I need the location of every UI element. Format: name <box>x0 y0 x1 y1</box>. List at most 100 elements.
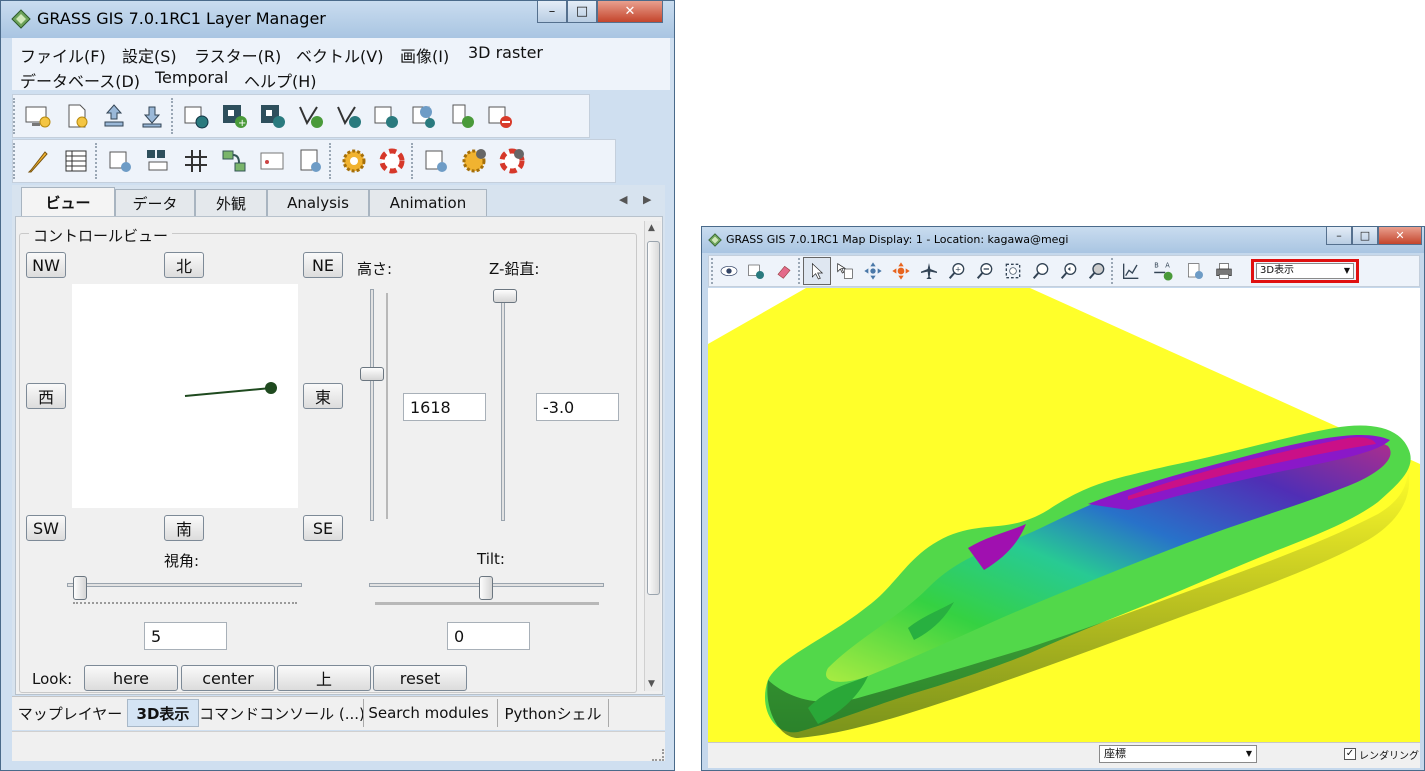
zoom-menu-icon[interactable] <box>1083 257 1111 285</box>
map-display-titlebar[interactable]: GRASS GIS 7.0.1RC1 Map Display: 1 - Loca… <box>702 227 1424 253</box>
vertical-scrollbar[interactable]: ▲ ▼ <box>644 221 661 691</box>
close-button[interactable]: ✕ <box>597 1 663 23</box>
tilt-slider-thumb[interactable] <box>479 576 493 600</box>
menu-temporal[interactable]: Temporal <box>155 68 229 87</box>
zexag-value-input[interactable]: -3.0 <box>536 393 619 421</box>
direction-sw-button[interactable]: SW <box>26 515 66 541</box>
add-raster-misc-icon[interactable] <box>253 98 291 134</box>
workspace-open-icon[interactable] <box>95 98 133 134</box>
tab-appearance[interactable]: 外観 <box>195 189 267 216</box>
add-group-icon[interactable] <box>443 98 481 134</box>
help-icon[interactable] <box>373 143 411 179</box>
resize-grip-icon[interactable] <box>652 749 664 761</box>
direction-e-button[interactable]: 東 <box>303 383 343 409</box>
analyze-icon[interactable] <box>1116 257 1146 285</box>
tab-animation[interactable]: Animation <box>369 189 487 216</box>
scroll-thumb[interactable] <box>647 241 660 595</box>
menu-file[interactable]: ファイル(F) <box>20 47 106 66</box>
menu-help[interactable]: ヘルプ(H) <box>244 72 317 91</box>
direction-w-button[interactable]: 西 <box>26 383 66 409</box>
fov-slider[interactable] <box>67 583 302 587</box>
render-icon[interactable] <box>742 257 770 285</box>
mapcalc-icon[interactable] <box>417 143 455 179</box>
minimize-button[interactable]: – <box>537 1 567 23</box>
zoom-in-icon[interactable]: + <box>943 257 971 285</box>
erase-icon[interactable] <box>770 257 798 285</box>
histogram-icon[interactable] <box>139 143 177 179</box>
print-icon[interactable] <box>1210 257 1238 285</box>
add-vector-icon[interactable] <box>291 98 329 134</box>
menu-vector[interactable]: ベクトル(V) <box>296 47 384 66</box>
bottom-tab-3d-view[interactable]: 3D表示 <box>127 699 199 727</box>
direction-n-button[interactable]: 北 <box>164 252 204 278</box>
attribute-table-icon[interactable] <box>57 143 95 179</box>
direction-se-button[interactable]: SE <box>303 515 343 541</box>
status-select[interactable]: 座標 ▼ <box>1099 745 1257 763</box>
height-value-input[interactable]: 1618 <box>403 393 486 421</box>
help2-icon[interactable] <box>493 143 531 179</box>
bottom-tab-search-modules[interactable]: Search modules <box>363 699 493 727</box>
look-reset-button[interactable]: reset <box>373 665 467 691</box>
workspace-save-icon[interactable] <box>133 98 171 134</box>
look-top-button[interactable]: 上 <box>277 665 371 691</box>
pan-icon[interactable] <box>859 257 887 285</box>
add-web-icon[interactable] <box>405 98 443 134</box>
tab-analysis[interactable]: Analysis <box>267 189 369 216</box>
settings-icon[interactable] <box>335 143 373 179</box>
view-position-canvas[interactable] <box>72 284 298 508</box>
tab-view[interactable]: ビュー <box>21 187 115 217</box>
maximize-button[interactable]: □ <box>567 1 597 23</box>
fov-slider-thumb[interactable] <box>73 576 87 600</box>
add-vector-misc-icon[interactable] <box>329 98 367 134</box>
grid-icon[interactable] <box>177 143 215 179</box>
bottom-tab-console[interactable]: コマンドコンソール (...) <box>199 704 365 723</box>
zexag-slider-thumb[interactable] <box>493 289 517 303</box>
direction-s-button[interactable]: 南 <box>164 515 204 541</box>
bottom-tab-map-layers[interactable]: マップレイヤー <box>17 704 123 723</box>
script-icon[interactable] <box>291 143 329 179</box>
fov-value-input[interactable]: 5 <box>144 622 227 650</box>
direction-ne-button[interactable]: NE <box>303 252 343 278</box>
zexag-slider[interactable] <box>501 289 505 521</box>
remove-layer-icon[interactable] <box>481 98 519 134</box>
menu-imagery[interactable]: 画像(I) <box>400 47 450 66</box>
map-close-button[interactable]: ✕ <box>1378 227 1422 245</box>
menu-settings[interactable]: 設定(S) <box>122 47 177 66</box>
add-raster-multi-icon[interactable]: + <box>215 98 253 134</box>
workspace-new-icon[interactable] <box>57 98 95 134</box>
map-minimize-button[interactable]: – <box>1326 227 1352 245</box>
zoom-extent-icon[interactable] <box>999 257 1027 285</box>
menu-database[interactable]: データベース(D) <box>20 72 141 91</box>
map-canvas[interactable] <box>708 288 1420 742</box>
airplane-icon[interactable] <box>915 257 943 285</box>
save-image-icon[interactable] <box>1180 257 1210 285</box>
mode-select[interactable]: 3D表示 ▼ <box>1256 263 1354 279</box>
zoom-region-icon[interactable] <box>1055 257 1083 285</box>
direction-nw-button[interactable]: NW <box>26 252 66 278</box>
height-slider[interactable] <box>370 289 374 521</box>
settings2-icon[interactable] <box>455 143 493 179</box>
add-raster-icon[interactable] <box>177 98 215 134</box>
bottom-tab-python-shell[interactable]: Pythonシェル <box>497 699 609 727</box>
georectify-icon[interactable] <box>101 143 139 179</box>
look-center-button[interactable]: center <box>181 665 275 691</box>
tab-scroll-left-icon[interactable]: ◀ <box>619 193 628 206</box>
edit-vector-icon[interactable] <box>19 143 57 179</box>
modeler-icon[interactable] <box>215 143 253 179</box>
tilt-value-input[interactable]: 0 <box>447 622 530 650</box>
menu-3d-raster[interactable]: 3D raster <box>468 43 543 62</box>
tab-scroll-right-icon[interactable]: ▶ <box>643 193 652 206</box>
height-slider-thumb[interactable] <box>360 367 384 381</box>
tab-data[interactable]: データ <box>115 189 195 216</box>
look-here-button[interactable]: here <box>84 665 178 691</box>
menu-raster[interactable]: ラスター(R) <box>194 47 282 66</box>
add-overlay-icon[interactable] <box>367 98 405 134</box>
map-maximize-button[interactable]: □ <box>1352 227 1378 245</box>
display-new-icon[interactable] <box>19 98 57 134</box>
composer-icon[interactable] <box>253 143 291 179</box>
render-checkbox[interactable]: ✓ <box>1344 748 1356 760</box>
zoom-back-icon[interactable] <box>1027 257 1055 285</box>
layer-manager-titlebar[interactable]: GRASS GIS 7.0.1RC1 Layer Manager – □ ✕ <box>1 1 674 38</box>
scroll-up-icon[interactable]: ▲ <box>648 223 655 233</box>
